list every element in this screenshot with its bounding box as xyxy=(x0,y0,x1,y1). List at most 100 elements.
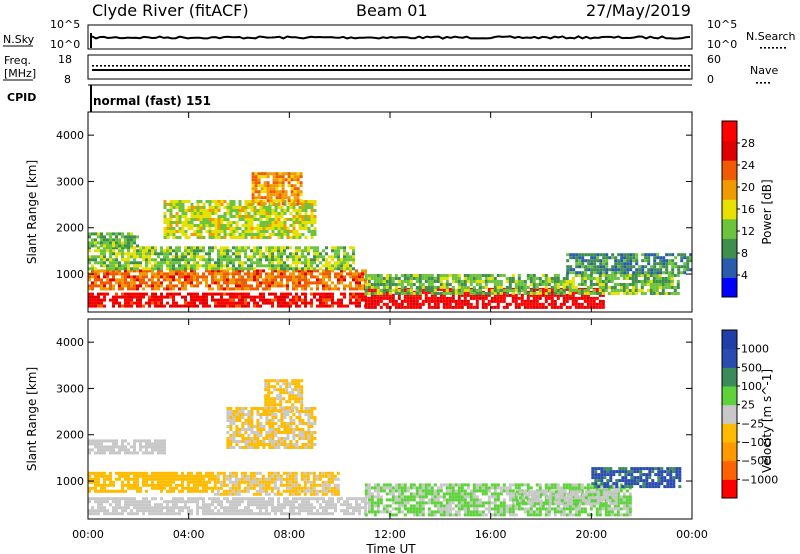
range-cell xyxy=(295,261,298,265)
range-cell xyxy=(577,283,581,286)
range-cell xyxy=(175,471,178,475)
range-cell xyxy=(256,413,260,416)
range-cell xyxy=(154,509,157,513)
range-cell xyxy=(292,446,296,449)
range-cell xyxy=(196,249,199,253)
range-cell xyxy=(490,289,494,292)
range-cell xyxy=(653,259,657,263)
range-cell xyxy=(112,295,115,299)
range-cell xyxy=(460,299,464,303)
range-cell xyxy=(118,246,121,250)
range-cell xyxy=(115,241,118,245)
range-cell xyxy=(496,292,500,295)
range-cell xyxy=(276,489,280,493)
range-cell xyxy=(364,489,368,493)
range-cell xyxy=(103,480,106,484)
range-cell xyxy=(253,407,257,410)
range-cell xyxy=(250,249,253,253)
range-cell xyxy=(88,301,91,305)
range-cell xyxy=(187,275,190,279)
range-cell xyxy=(578,259,582,263)
range-cell xyxy=(256,200,260,203)
range-cell xyxy=(193,486,196,490)
range-cell xyxy=(229,443,233,446)
range-cell xyxy=(229,233,233,236)
range-cell xyxy=(211,474,214,478)
range-cell xyxy=(172,221,176,224)
range-cell xyxy=(686,256,690,260)
range-cell xyxy=(262,425,266,428)
range-cell xyxy=(544,296,548,300)
range-cell xyxy=(430,299,434,303)
range-cell xyxy=(652,280,656,283)
range-cell xyxy=(532,305,536,309)
range-cell xyxy=(406,289,410,292)
range-cell xyxy=(252,471,256,475)
range-cell xyxy=(169,471,172,475)
range-cell xyxy=(569,271,573,275)
range-cell xyxy=(605,253,609,257)
range-cell xyxy=(196,209,200,212)
range-cell xyxy=(226,281,229,285)
range-cell xyxy=(190,218,194,221)
range-cell xyxy=(94,489,97,493)
range-cell xyxy=(250,267,253,271)
range-cell xyxy=(280,301,283,305)
range-cell xyxy=(196,503,199,507)
range-cell xyxy=(196,278,199,282)
range-cell xyxy=(217,200,221,203)
range-cell xyxy=(271,275,274,279)
range-cell xyxy=(283,437,287,440)
range-cell xyxy=(683,256,687,260)
range-cell xyxy=(292,252,295,256)
range-cell xyxy=(284,196,288,200)
range-cell xyxy=(130,287,133,291)
range-cell xyxy=(196,203,200,206)
range-cell xyxy=(196,212,200,215)
range-cell xyxy=(273,483,277,487)
range-cell xyxy=(244,249,247,253)
range-cell xyxy=(336,486,340,490)
range-cell xyxy=(109,246,112,250)
range-cell xyxy=(145,255,148,259)
range-cell xyxy=(220,203,224,206)
range-cell xyxy=(343,500,346,504)
range-cell xyxy=(223,497,226,501)
range-cell xyxy=(310,236,314,239)
range-cell xyxy=(157,503,160,507)
range-cell xyxy=(295,233,299,236)
range-cell xyxy=(100,235,103,239)
range-cell xyxy=(361,269,364,273)
range-cell xyxy=(595,283,599,286)
range-cell xyxy=(268,215,272,218)
range-cell xyxy=(282,477,286,481)
range-cell xyxy=(139,264,142,268)
range-cell xyxy=(587,253,591,257)
range-cell xyxy=(315,477,319,481)
range-cell xyxy=(505,286,509,289)
range-cell xyxy=(629,253,633,257)
range-cell xyxy=(213,483,217,487)
range-cell xyxy=(241,233,245,236)
range-cell xyxy=(430,280,434,283)
range-cell xyxy=(238,304,241,308)
range-cell xyxy=(211,218,215,221)
range-cell xyxy=(427,289,431,292)
range-cell xyxy=(157,275,160,279)
range-cell xyxy=(100,287,103,291)
range-cell xyxy=(605,268,609,272)
range-cell xyxy=(250,221,254,224)
range-cell xyxy=(583,277,587,280)
range-cell xyxy=(331,292,334,296)
range-cell xyxy=(340,258,343,262)
range-cell xyxy=(280,212,284,215)
range-cell xyxy=(196,206,200,209)
range-cell xyxy=(665,262,669,266)
range-cell xyxy=(217,264,220,268)
range-cell xyxy=(313,233,317,236)
range-cell xyxy=(313,275,316,279)
range-cell xyxy=(241,278,244,282)
range-cell xyxy=(403,293,407,297)
range-cell xyxy=(418,305,422,309)
range-cell xyxy=(235,506,238,510)
